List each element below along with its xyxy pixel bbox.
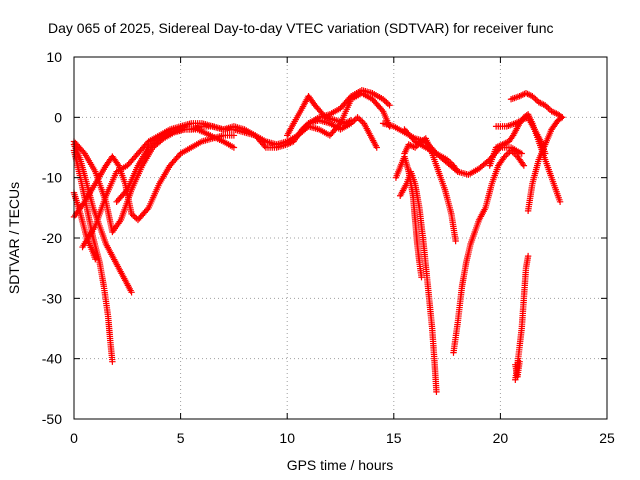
y-tick-label: -40 — [42, 351, 62, 367]
y-tick-label: -20 — [42, 230, 62, 246]
series-arc-8 — [294, 86, 393, 139]
series-arc-6 — [79, 90, 393, 251]
x-tick-label: 5 — [177, 430, 185, 446]
series-arc-14 — [401, 126, 461, 175]
axis-ticks: 0 5 10 15 20 25 -50 -40 -30 -20 -10 0 10 — [42, 49, 615, 446]
data-point — [545, 105, 552, 112]
data-point — [230, 144, 238, 151]
y-tick-label: -10 — [42, 170, 62, 186]
x-tick-label: 20 — [493, 430, 509, 446]
series-arc-11 — [396, 168, 440, 396]
data-point — [525, 91, 533, 98]
series-arc-18 — [507, 90, 566, 121]
series-arc-19 — [524, 114, 566, 215]
data-point — [128, 289, 135, 296]
data-point — [114, 160, 121, 168]
data-point — [557, 115, 565, 122]
series-arc-15 — [450, 147, 528, 356]
data-point — [383, 99, 390, 106]
data-point — [80, 148, 87, 156]
data-point — [384, 100, 392, 107]
data-point — [516, 358, 523, 365]
data-point — [347, 117, 355, 124]
data-point — [418, 274, 425, 281]
series-arc-9 — [284, 93, 355, 139]
data-point — [230, 132, 238, 139]
x-tick-label: 0 — [70, 430, 78, 446]
data-point — [357, 117, 364, 124]
data-point — [519, 160, 526, 168]
data-point — [538, 100, 546, 107]
data-point — [452, 237, 459, 245]
data-point — [354, 114, 361, 121]
x-tick-label: 15 — [386, 430, 402, 446]
data-point — [518, 150, 525, 157]
data-point — [433, 388, 440, 396]
x-tick-label: 25 — [599, 430, 615, 446]
data-point — [122, 188, 130, 195]
data-point — [556, 198, 564, 205]
data-point — [508, 133, 516, 141]
data-point — [386, 102, 393, 109]
chart-title: Day 065 of 2025, Sidereal Day-to-day VTE… — [48, 20, 554, 36]
data-point — [532, 96, 539, 103]
data-point — [92, 255, 99, 263]
y-tick-label: -50 — [42, 411, 62, 427]
y-axis-label: SDTVAR / TECUs — [6, 182, 22, 294]
data-point — [520, 162, 528, 169]
x-tick-label: 10 — [279, 430, 295, 446]
data-point — [378, 106, 386, 113]
data-point — [355, 115, 363, 123]
data-point — [453, 166, 460, 174]
data-point — [524, 252, 532, 260]
series-arc-2 — [70, 147, 116, 365]
data-point — [504, 150, 512, 157]
x-axis-label: GPS time / hours — [287, 457, 394, 473]
y-tick-label: -30 — [42, 290, 62, 306]
data-point — [454, 168, 461, 175]
data-point — [559, 114, 566, 121]
data-points — [70, 86, 566, 396]
data-point — [131, 213, 138, 221]
data-point — [109, 358, 116, 365]
data-point — [373, 144, 380, 151]
y-tick-label: 0 — [54, 109, 62, 125]
y-tick-label: 10 — [46, 49, 62, 65]
series-arc-21 — [512, 358, 523, 380]
data-point — [154, 136, 161, 143]
data-point — [261, 142, 268, 150]
data-point — [144, 206, 151, 213]
